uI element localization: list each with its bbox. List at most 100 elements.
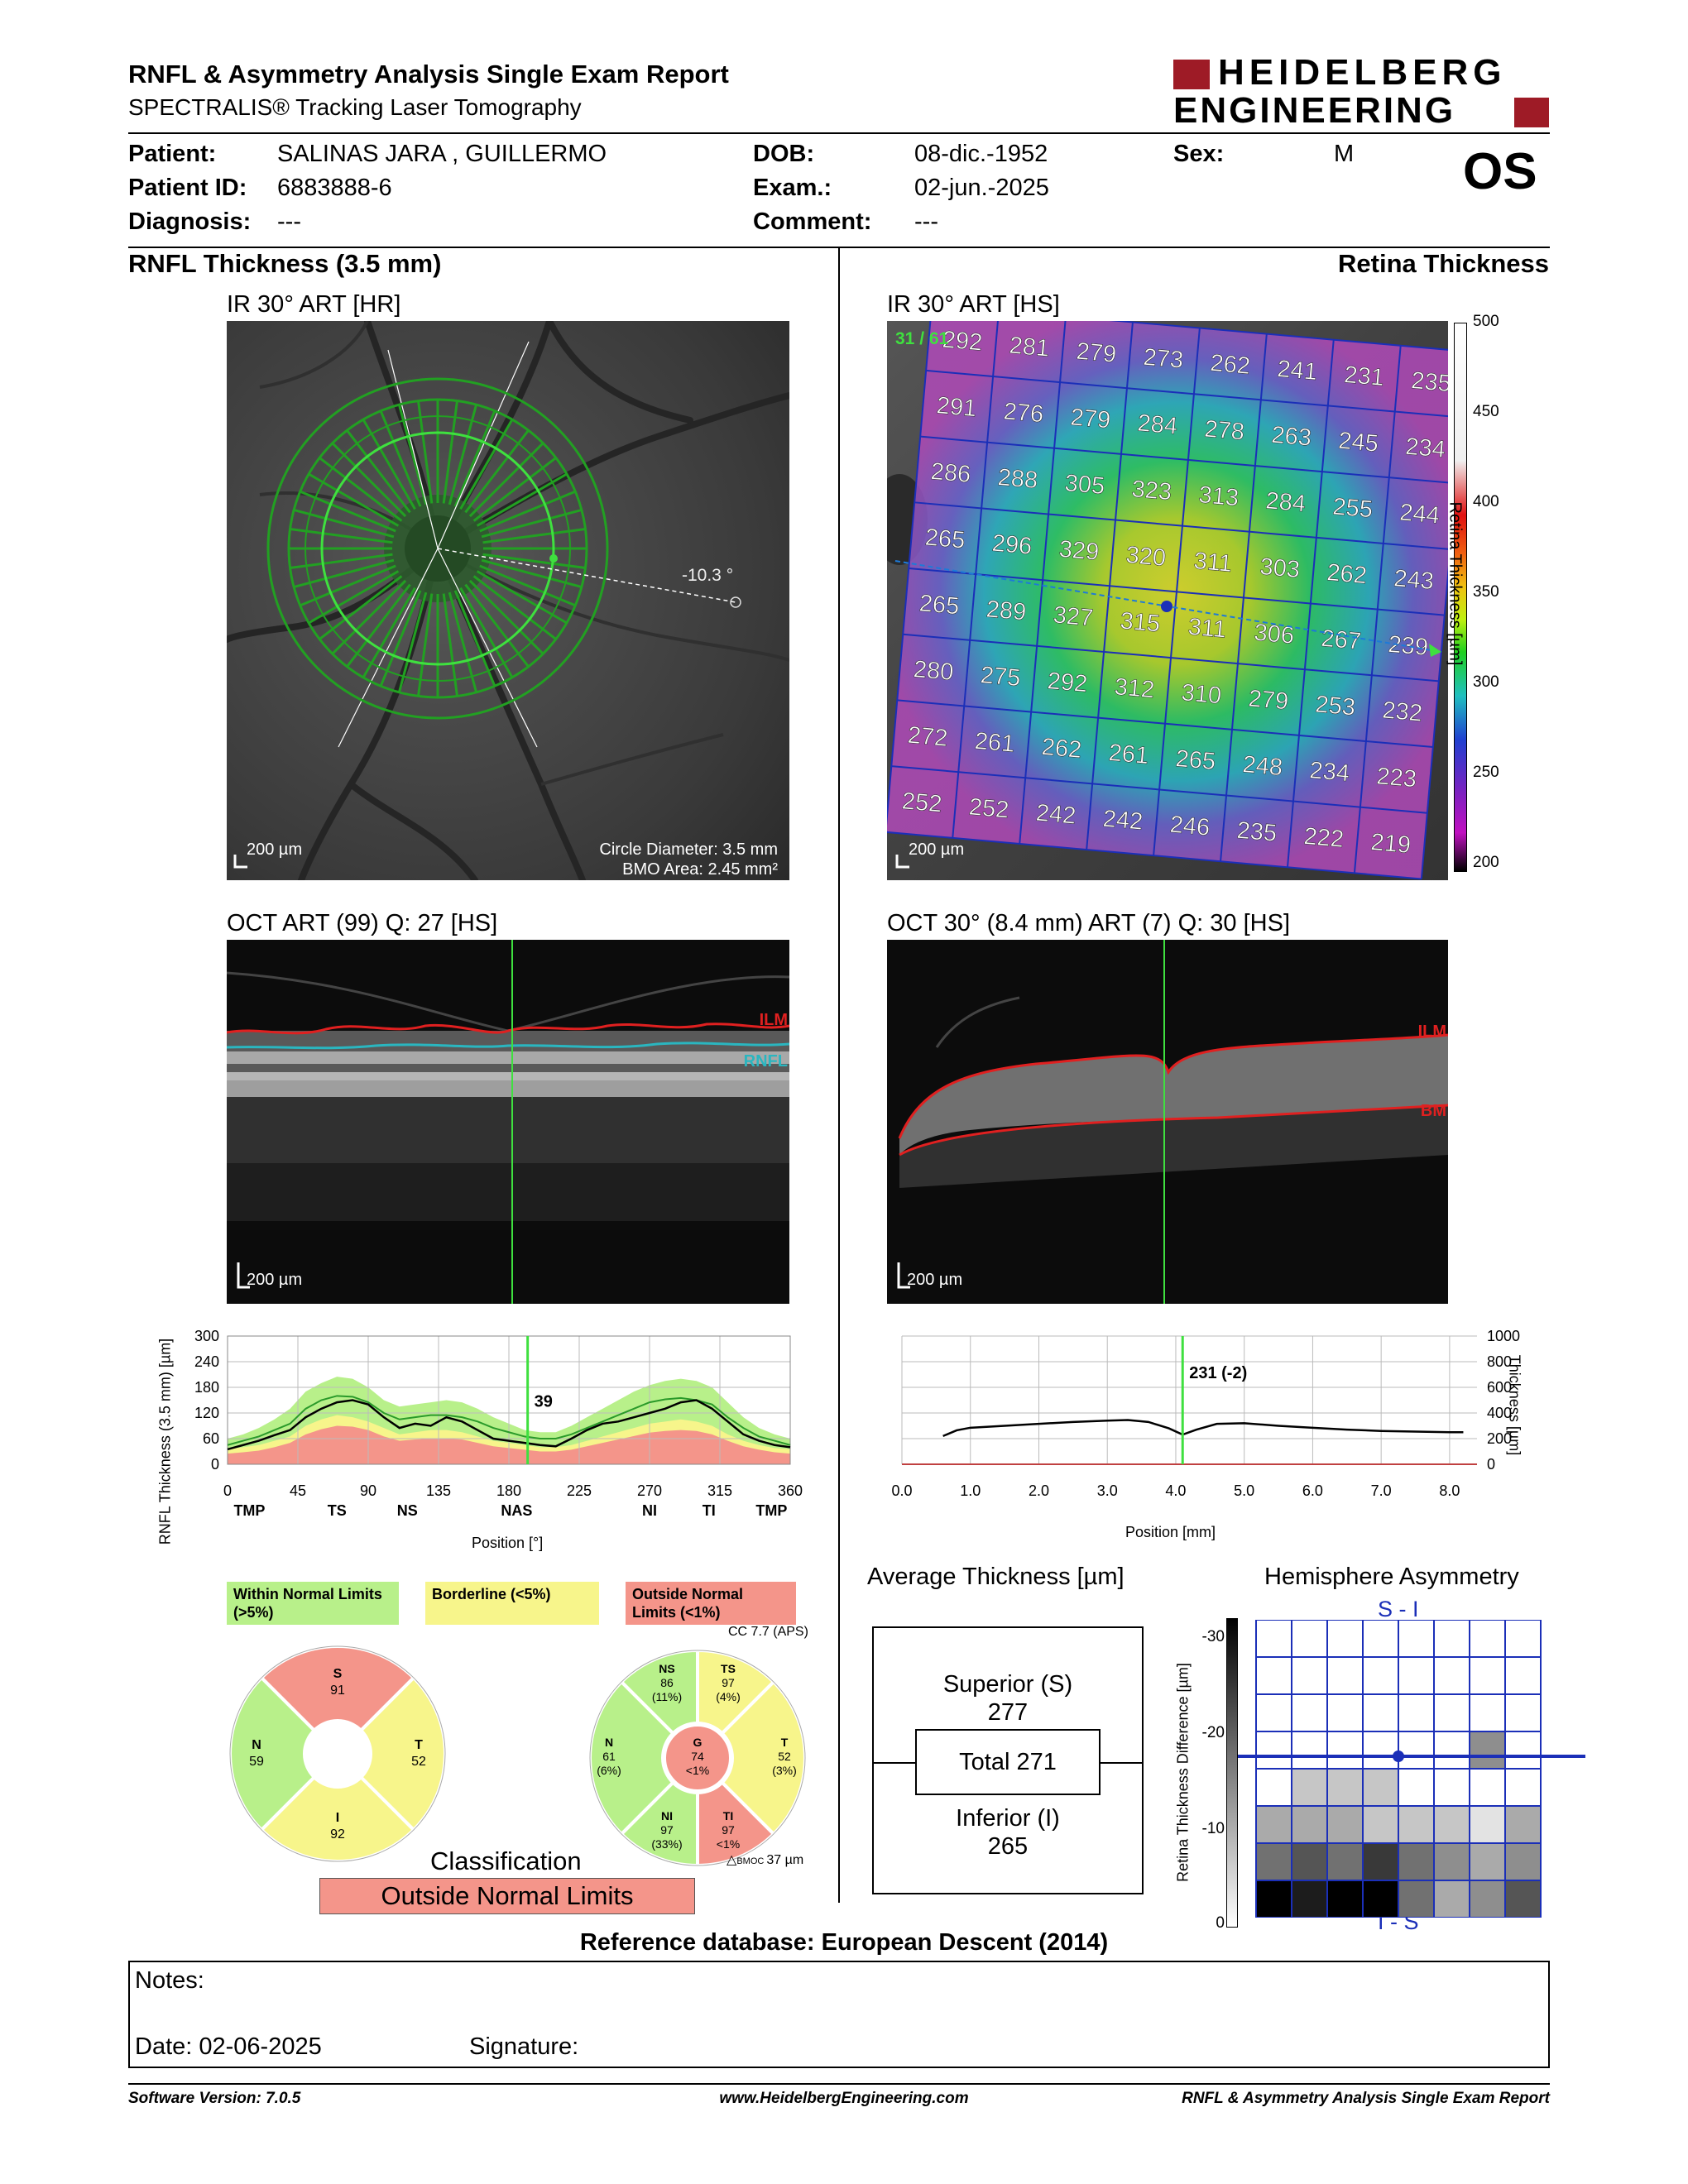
retina-grid-value: 286 <box>930 458 972 488</box>
retina-grid-value: 219 <box>1369 829 1412 859</box>
sector-label: TI <box>703 1502 716 1519</box>
asymmetry-cell <box>1433 1656 1470 1695</box>
retina-grid-value: 243 <box>1393 565 1435 595</box>
sector-n-label: N <box>605 1736 613 1749</box>
ir-left-scale: 200 µm <box>247 841 303 859</box>
retina-grid-value: 261 <box>1108 740 1150 769</box>
website: www.HeidelbergEngineering.com <box>719 2090 969 2107</box>
asymmetry-cell <box>1469 1693 1506 1732</box>
x-tick-label: 1.0 <box>960 1482 981 1499</box>
asymmetry-cell <box>1433 1693 1470 1732</box>
asymmetry-cell <box>1433 1805 1470 1844</box>
asymmetry-cell <box>1469 1880 1506 1918</box>
retina-grid-value: 248 <box>1241 751 1283 781</box>
retina-grid-value: 252 <box>968 794 1010 824</box>
asymmetry-axis-title: Retina Thickness Difference [µm] <box>1174 1663 1192 1882</box>
sex-label: Sex: <box>1173 141 1225 167</box>
retina-grid-value: 279 <box>1247 685 1289 715</box>
sector-g-value: 74 <box>691 1750 704 1763</box>
asymmetry-cell <box>1398 1880 1435 1918</box>
notes-box[interactable]: Notes: Date: 02-06-2025 Signature: <box>128 1961 1550 2068</box>
sector-ni-value: 97 <box>660 1823 674 1837</box>
patient-divider <box>128 247 1550 248</box>
asymmetry-cell <box>1291 1805 1328 1844</box>
sector-ts-value: 97 <box>722 1676 735 1689</box>
asymmetry-scalebar-ticks: -30 -20 -10 0 <box>1201 1628 1225 1932</box>
ir-fundus-image-right[interactable]: 292 281 279 273 262 241 231 235 291 276 279 284 278 2… <box>887 321 1448 880</box>
retina-thickness-colorbar <box>1454 323 1467 872</box>
oct-left-label: OCT ART (99) Q: 27 [HS] <box>227 910 498 936</box>
quadrant-classification-circle: S 91 N 59 T 52 I 92 <box>228 1645 447 1863</box>
dob-label: DOB: <box>753 141 815 167</box>
circle-outline <box>229 1645 446 1862</box>
ir-right-label: IR 30° ART [HS] <box>887 291 1060 318</box>
retina-grid-value: 235 <box>1235 817 1278 847</box>
retina-grid-value: 327 <box>1053 602 1095 632</box>
sector-t-label: T <box>415 1738 423 1752</box>
sector-n-value: 59 <box>249 1755 264 1769</box>
sector-ni-percent: (33%) <box>651 1837 682 1851</box>
asymmetry-cell <box>1398 1656 1435 1695</box>
sector-t-percent: (3%) <box>772 1764 797 1777</box>
diagnosis-label: Diagnosis: <box>128 208 252 235</box>
y-tick-label: 200 <box>1487 1430 1512 1447</box>
retina-grid-value: 262 <box>1209 350 1251 380</box>
oct-right-bm: BM <box>1420 1102 1446 1120</box>
asymmetry-cell <box>1504 1842 1542 1881</box>
asymmetry-cell <box>1433 1620 1470 1658</box>
asymmetry-cell <box>1504 1731 1542 1770</box>
asymmetry-cell <box>1398 1768 1435 1807</box>
sector-label: NAS <box>501 1502 532 1519</box>
asymmetry-cell <box>1469 1805 1506 1844</box>
asymmetry-cell <box>1255 1693 1292 1732</box>
sector-n-value: 61 <box>602 1750 616 1763</box>
report-title: RNFL & Asymmetry Analysis Single Exam Re… <box>128 60 729 89</box>
retina-grid-value: 253 <box>1314 692 1356 721</box>
patient-name: SALINAS JARA , GUILLERMO <box>277 141 607 167</box>
oct-right-label: OCT 30° (8.4 mm) ART (7) Q: 30 [HS] <box>887 910 1291 936</box>
footer-divider <box>128 2083 1550 2085</box>
asymmetry-cell <box>1398 1693 1435 1732</box>
sector-t-value: 52 <box>778 1750 791 1763</box>
oct-right-ilm: ILM <box>1417 1023 1446 1041</box>
x-tick-label: 0 <box>223 1482 232 1499</box>
legend-outside-normal: Outside Normal Limits (<1%) <box>626 1582 796 1625</box>
asymmetry-cell <box>1469 1656 1506 1695</box>
oct-right-scale: 200 µm <box>907 1271 963 1289</box>
ir-fundus-image-left[interactable]: -10.3 ° 200 µm Circle Diameter: 3.5 mm B… <box>227 321 789 880</box>
rnfl-chart-ylabel: RNFL Thickness (3.5 mm) [µm] <box>156 1338 174 1545</box>
report-subtitle: SPECTRALIS® Tracking Laser Tomography <box>128 94 582 120</box>
legend-within-normal: Within Normal Limits (>5%) <box>227 1582 399 1625</box>
reference-database: Reference database: European Descent (20… <box>579 1929 1109 1956</box>
x-tick-label: 5.0 <box>1234 1482 1254 1499</box>
retina-grid-value: 234 <box>1404 433 1446 463</box>
sector-label: NI <box>642 1502 657 1519</box>
oct-bscan-right[interactable]: ILM BM 200 µm <box>887 940 1448 1304</box>
y-tick-label: 800 <box>1487 1353 1512 1370</box>
retina-grid-value: 311 <box>1192 548 1233 577</box>
asymmetry-cell <box>1362 1656 1399 1695</box>
sector-classification-circle: NS86(11%)TS97(4%)N61(6%)G74<1%T52(3%)NI9… <box>588 1648 807 1868</box>
asymmetry-cell <box>1255 1731 1292 1770</box>
asymmetry-cell <box>1291 1768 1328 1807</box>
colorbar-ticks: 500 450 400 350 300 250 200 <box>1473 313 1499 871</box>
sector-s-value: 91 <box>330 1684 345 1698</box>
retina-grid-value: 223 <box>1375 763 1417 793</box>
patient-id-label: Patient ID: <box>128 175 247 201</box>
asymmetry-cell <box>1398 1731 1435 1770</box>
asymmetry-cell <box>1326 1880 1364 1918</box>
classification-result: Outside Normal Limits <box>319 1878 695 1914</box>
asymmetry-cell <box>1255 1656 1292 1695</box>
inferior-label: Inferior (I) <box>956 1805 1060 1832</box>
retina-grid-value: 323 <box>1130 476 1172 505</box>
asymmetry-cell <box>1469 1768 1506 1807</box>
oct-bscan-left[interactable]: ILM RNFL 200 µm <box>227 940 789 1304</box>
retina-grid-value: 284 <box>1264 487 1307 517</box>
asymmetry-cell <box>1469 1842 1506 1881</box>
software-version: Software Version: 7.0.5 <box>128 2090 301 2107</box>
retina-grid-value: 263 <box>1270 422 1312 452</box>
asymmetry-cell <box>1326 1620 1364 1658</box>
retina-grid-value: 267 <box>1320 625 1362 655</box>
legend-borderline: Borderline (<5%) <box>425 1582 599 1625</box>
retina-grid-value: 234 <box>1308 757 1350 787</box>
